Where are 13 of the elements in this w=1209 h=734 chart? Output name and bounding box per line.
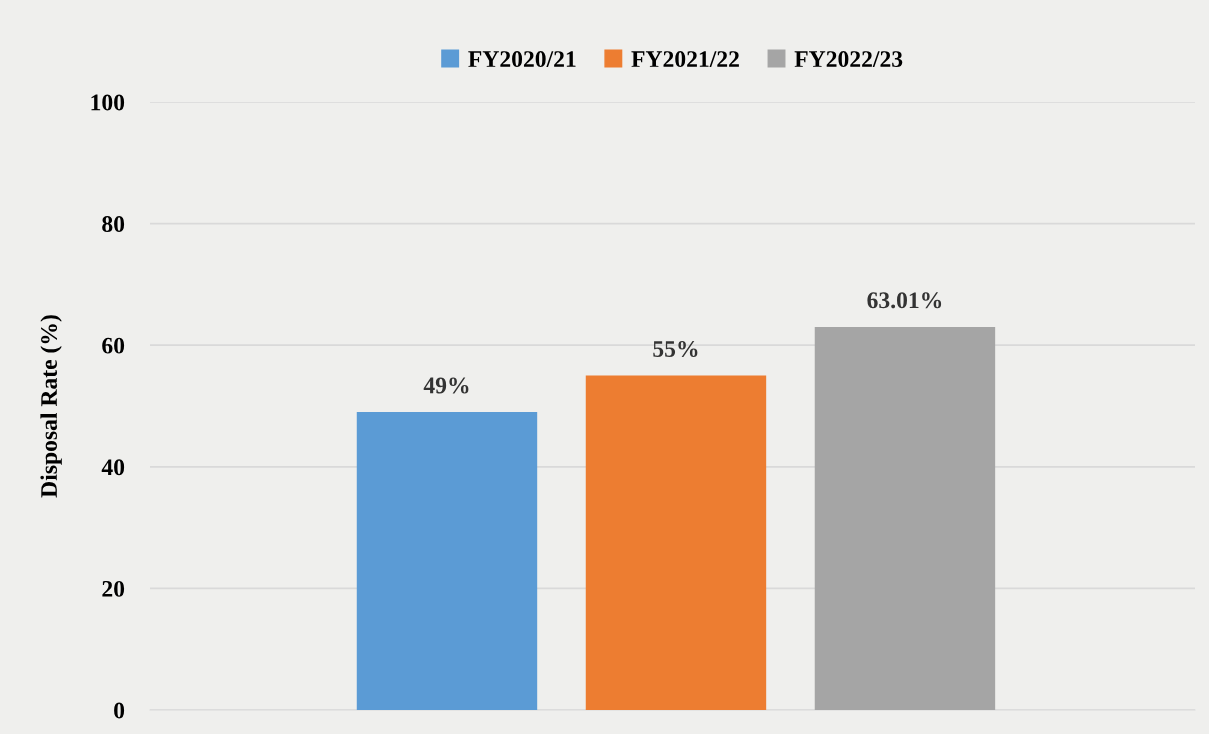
y-tick-label: 80 bbox=[102, 216, 125, 233]
legend-label: FY2021/22 bbox=[631, 51, 739, 68]
legend-label: FY2020/21 bbox=[468, 51, 576, 68]
y-axis-title: Disposal Rate (%) bbox=[40, 315, 62, 498]
data-label: 63.01% bbox=[867, 292, 942, 309]
data-label: 55% bbox=[653, 340, 698, 357]
y-tick-label: 60 bbox=[102, 337, 125, 354]
y-tick-label: 100 bbox=[91, 94, 125, 111]
y-tick-label: 40 bbox=[101, 459, 125, 476]
legend-label: FY2022/23 bbox=[794, 51, 903, 68]
data-label: 49% bbox=[423, 377, 469, 394]
y-tick-label: 20 bbox=[102, 580, 125, 597]
y-tick-label: 0 bbox=[114, 702, 125, 719]
